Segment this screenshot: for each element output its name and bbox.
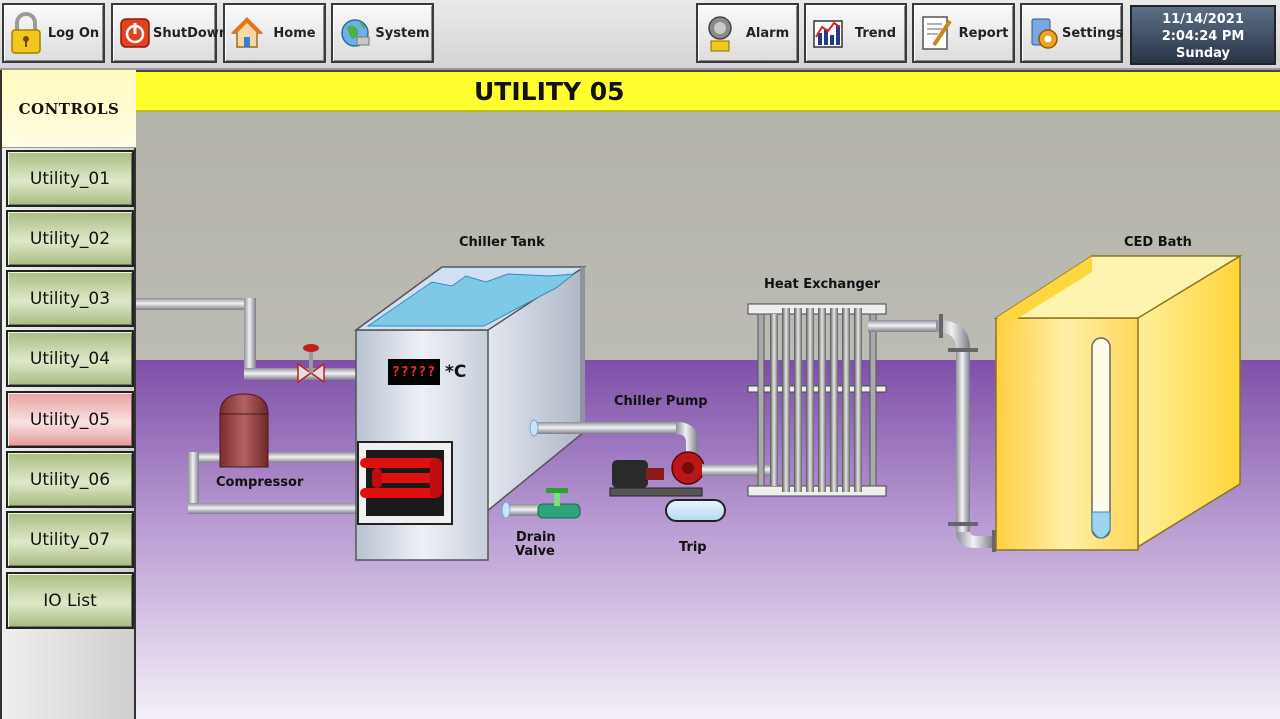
report-button[interactable]: Report	[912, 3, 1015, 63]
datetime-display: 11/14/2021 2:04:24 PM Sunday	[1130, 5, 1276, 65]
bell-icon	[708, 16, 732, 52]
ced-bath-label: CED Bath	[1124, 235, 1192, 250]
top-toolbar: Log On ShutDown Home	[0, 0, 1280, 70]
time-text: 2:04:24 PM	[1161, 29, 1245, 44]
nav-utility-07[interactable]: Utility_07	[6, 511, 134, 568]
compressor-pipe-top	[188, 452, 358, 463]
bath-feed-pipe	[956, 348, 970, 532]
nav-io-list[interactable]: IO List	[6, 572, 134, 629]
report-pen-icon	[922, 16, 952, 50]
compressor-pipe-side	[188, 452, 199, 514]
nav-utility-06[interactable]: Utility_06	[6, 451, 134, 508]
page-title-bar: UTILITY 05	[136, 70, 1280, 112]
heater-coil	[357, 441, 453, 525]
page-title: UTILITY 05	[474, 77, 625, 106]
house-icon	[231, 17, 263, 48]
home-label: Home	[273, 25, 316, 41]
heat-exchanger-label: Heat Exchanger	[764, 277, 880, 292]
compressor-label: Compressor	[216, 475, 304, 490]
system-button[interactable]: System	[331, 3, 434, 63]
alarm-button[interactable]: Alarm	[696, 3, 799, 63]
chiller-tank-label: Chiller Tank	[459, 235, 545, 250]
log-on-button[interactable]: Log On	[2, 3, 105, 63]
nav-utility-01[interactable]: Utility_01	[6, 150, 134, 207]
main-panel: UTILITY 05	[136, 70, 1280, 719]
inlet-pipe	[136, 298, 256, 310]
trend-chart-icon	[813, 20, 843, 48]
drain-valve	[501, 488, 581, 519]
home-button[interactable]: Home	[223, 3, 326, 63]
process-graphic	[136, 112, 1280, 719]
power-icon	[120, 18, 150, 48]
nav-utility-03[interactable]: Utility_03	[6, 270, 134, 327]
nav-utility-05[interactable]: Utility_05	[6, 391, 134, 448]
date-text: 11/14/2021	[1162, 12, 1244, 27]
compressor	[219, 393, 269, 468]
nav-utility-04[interactable]: Utility_04	[6, 330, 134, 387]
temperature-unit: *C	[445, 362, 467, 382]
inlet-pipe-riser	[244, 298, 256, 378]
chiller-pump-label: Chiller Pump	[614, 394, 708, 409]
shutdown-button[interactable]: ShutDown	[111, 3, 228, 63]
settings-button[interactable]: Settings	[1020, 3, 1123, 63]
shutdown-label: ShutDown	[153, 25, 229, 41]
trend-button[interactable]: Trend	[804, 3, 907, 63]
report-label: Report	[958, 25, 1009, 41]
day-text: Sunday	[1175, 46, 1231, 61]
tank-temperature-display: ?????	[388, 359, 440, 385]
settings-label: Settings	[1062, 25, 1124, 41]
nav-utility-02[interactable]: Utility_02	[6, 210, 134, 267]
ced-bath	[993, 254, 1243, 551]
chiller-pump	[609, 451, 772, 497]
controls-sidebar: CONTROLS Utility_01 Utility_02 Utility_0…	[0, 70, 136, 719]
trip-label: Trip	[679, 540, 707, 555]
drain-valve-label-line2: Valve	[515, 544, 555, 559]
drain-valve-label-line1: Drain	[516, 530, 556, 545]
controls-title: CONTROLS	[2, 70, 136, 148]
system-label: System	[375, 25, 430, 41]
process-diagram: Chiller Tank CED Bath Heat Exchanger Chi…	[136, 112, 1280, 719]
tank-outlet-pipe	[534, 422, 684, 434]
inlet-valve	[297, 344, 325, 384]
settings-icon	[1031, 18, 1058, 49]
heat-exchanger	[747, 303, 887, 497]
globe-icon	[341, 19, 370, 47]
log-on-label: Log On	[47, 25, 100, 41]
compressor-pipe-bottom	[188, 503, 358, 514]
pump-trip-indicator[interactable]	[665, 499, 726, 522]
alarm-label: Alarm	[745, 25, 790, 41]
hx-outlet-pipe	[868, 320, 942, 332]
trend-label: Trend	[854, 25, 897, 41]
padlock-icon	[11, 12, 41, 54]
